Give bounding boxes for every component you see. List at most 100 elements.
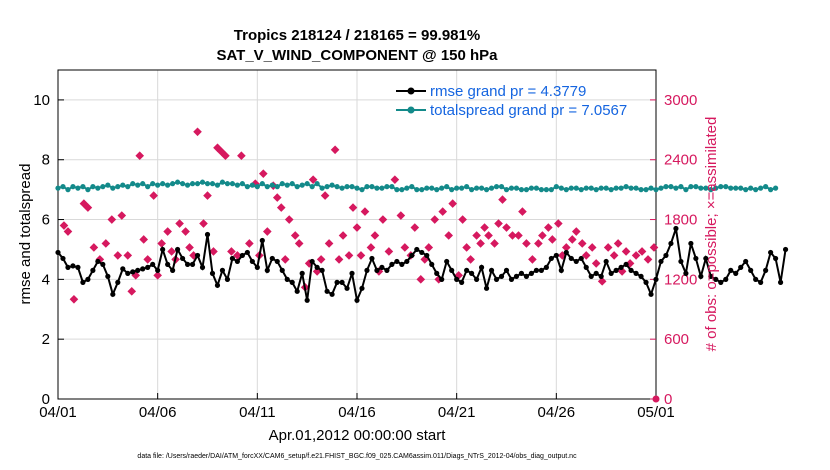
rmse-point [548,255,554,262]
totalspread-point [753,187,759,193]
totalspread-point [723,184,729,190]
totalspread-point [329,182,335,188]
totalspread-point [60,184,66,190]
rmse-point [508,276,515,282]
totalspread-point [474,185,480,191]
totalspread-point [758,185,764,191]
rmse-point [678,258,684,265]
obs-assimilated-marker [603,243,613,252]
rmse-point [324,288,330,294]
totalspread-point [728,185,734,191]
rmse-point [753,276,759,282]
totalspread-point [95,185,101,191]
rmse-point [758,279,764,285]
rmse-point [239,252,245,259]
y-axis-right: 0 600 1200 1800 2400 3000 [650,92,697,408]
rmse-point [782,246,789,253]
totalspread-point [653,187,659,193]
rmse-point [249,258,255,265]
totalspread-point [194,181,201,187]
obs-assimilated-marker [348,203,358,212]
totalspread-point [738,185,744,191]
rmse-point [60,255,66,262]
totalspread-point [294,184,300,190]
rmse-point [483,285,490,291]
rmse-point [189,261,196,268]
obs-assimilated-marker [617,267,627,276]
totalspread-point [100,184,106,190]
obs-assimilated-marker [438,207,448,216]
rmse-point [384,267,390,273]
rmse-point [568,255,574,262]
obs-assimilated-marker [193,127,202,137]
totalspread-point [409,184,415,190]
totalspread-point [748,185,754,191]
rmse-point [648,291,654,297]
rmse-point [424,252,430,259]
rmse-point [593,270,599,276]
totalspread-point [469,187,475,193]
totalspread-point [90,184,96,190]
y2-tick-label: 600 [664,331,689,348]
totalspread-point [713,185,719,191]
obs-assimilated-marker [280,255,290,264]
rmse-point [259,237,265,244]
totalspread-point [314,181,320,187]
totalspread-point [204,181,211,187]
y-axis-label: rmse and totalspread [17,164,34,305]
totalspread-point [324,184,330,190]
y2-axis-label: # of obs: o=possible; ×=assimilated [703,117,720,352]
totalspread-point [773,185,779,191]
rmse-point [713,276,719,282]
totalspread-point [239,181,245,187]
rmse-point [454,276,460,282]
obs-assimilated-marker [458,215,467,224]
totalspread-point [155,182,161,188]
rmse-point [658,258,664,265]
rmse-point [209,270,216,276]
totalspread-point [638,187,644,193]
rmse-point [125,270,131,276]
totalspread-point [105,182,111,188]
totalspread-point [214,182,221,188]
obs-assimilated-marker [262,227,272,236]
rmse-point [493,276,500,282]
totalspread-point [633,185,639,191]
totalspread-point [454,185,460,191]
totalspread-point [643,187,649,193]
totalspread-point [55,185,61,191]
rmse-point [364,267,370,273]
obs-assimilated-marker [597,277,607,286]
totalspread-point [279,181,285,187]
obs-assimilated-marker [143,255,153,264]
totalspread-point [663,184,669,190]
totalspread-point [518,187,525,193]
rmse-point [155,267,161,273]
obs-assimilated-marker [272,193,282,202]
totalspread-point [768,187,774,193]
rmse-point [219,267,226,273]
totalspread-point [459,185,465,191]
rmse-point [673,225,679,232]
obs-assimilated-marker [308,175,318,184]
data-file-footnote: data file: /Users/raeder/DAI/ATM_forcXX/… [137,453,577,460]
rmse-point [683,270,689,276]
rmse-point [643,279,649,285]
totalspread-point [160,181,166,187]
rmse-point [85,276,91,282]
rmse-point [140,266,146,272]
rmse-point [459,279,465,285]
obs-assimilated-marker [83,203,93,212]
totalspread-point [404,185,410,191]
totalspread-point [179,181,186,187]
rmse-point [444,258,450,265]
rmse-point [55,249,61,256]
obs-possible-marker [652,395,660,403]
totalspread-point [170,181,176,187]
totalspread-point [419,187,425,193]
obs-assimilated-marker [185,243,194,252]
rmse-point [618,264,624,270]
rmse-point [264,267,270,273]
obs-assimilated-marker [609,251,619,260]
